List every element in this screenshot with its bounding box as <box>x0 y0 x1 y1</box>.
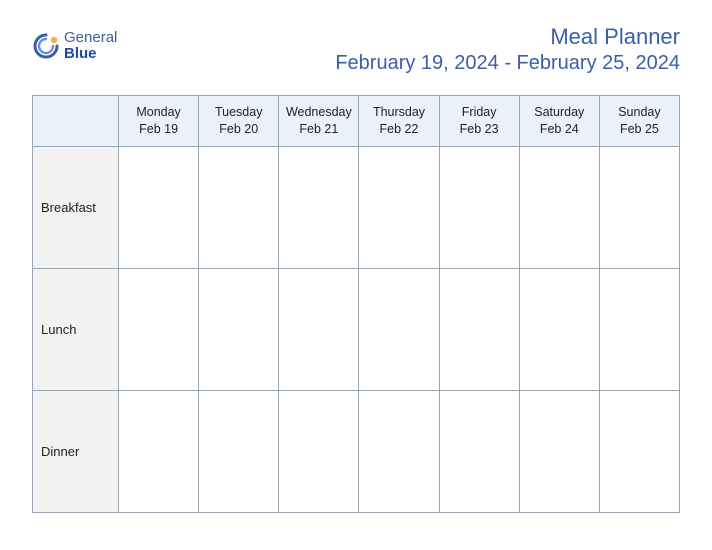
meal-label: Lunch <box>33 268 119 390</box>
day-name: Friday <box>442 104 517 121</box>
meal-cell[interactable] <box>439 390 519 512</box>
day-name: Sunday <box>602 104 677 121</box>
meal-label: Dinner <box>33 390 119 512</box>
title-block: Meal Planner February 19, 2024 - Februar… <box>335 24 680 75</box>
day-name: Tuesday <box>201 104 276 121</box>
corner-cell <box>33 96 119 147</box>
day-name: Thursday <box>361 104 436 121</box>
meal-cell[interactable] <box>599 146 679 268</box>
day-header: ThursdayFeb 22 <box>359 96 439 147</box>
meal-cell[interactable] <box>199 146 279 268</box>
meal-cell[interactable] <box>279 146 359 268</box>
logo-word-blue: Blue <box>64 45 97 62</box>
meal-cell[interactable] <box>359 268 439 390</box>
day-header: TuesdayFeb 20 <box>199 96 279 147</box>
meal-cell[interactable] <box>599 268 679 390</box>
meal-row: Breakfast <box>33 146 680 268</box>
meal-cell[interactable] <box>359 390 439 512</box>
day-header: SundayFeb 25 <box>599 96 679 147</box>
meal-cell[interactable] <box>279 390 359 512</box>
day-date: Feb 24 <box>522 121 597 138</box>
meal-cell[interactable] <box>599 390 679 512</box>
meal-row: Dinner <box>33 390 680 512</box>
table-body: BreakfastLunchDinner <box>33 146 680 512</box>
day-name: Saturday <box>522 104 597 121</box>
meal-cell[interactable] <box>439 268 519 390</box>
day-header: FridayFeb 23 <box>439 96 519 147</box>
logo: General Blue <box>32 24 117 62</box>
meal-planner-table: MondayFeb 19TuesdayFeb 20WednesdayFeb 21… <box>32 95 680 513</box>
meal-cell[interactable] <box>119 146 199 268</box>
day-date: Feb 23 <box>442 121 517 138</box>
header-row: MondayFeb 19TuesdayFeb 20WednesdayFeb 21… <box>33 96 680 147</box>
day-date: Feb 19 <box>121 121 196 138</box>
date-range: February 19, 2024 - February 25, 2024 <box>335 52 680 75</box>
meal-cell[interactable] <box>119 390 199 512</box>
logo-text: General Blue <box>62 30 117 62</box>
meal-row: Lunch <box>33 268 680 390</box>
meal-cell[interactable] <box>119 268 199 390</box>
logo-word-general: General <box>64 29 117 46</box>
header: General Blue Meal Planner February 19, 2… <box>32 24 680 75</box>
day-date: Feb 25 <box>602 121 677 138</box>
day-date: Feb 21 <box>281 121 356 138</box>
meal-cell[interactable] <box>279 268 359 390</box>
day-header: MondayFeb 19 <box>119 96 199 147</box>
meal-cell[interactable] <box>519 268 599 390</box>
meal-label: Breakfast <box>33 146 119 268</box>
day-name: Wednesday <box>281 104 356 121</box>
meal-cell[interactable] <box>359 146 439 268</box>
day-header: SaturdayFeb 24 <box>519 96 599 147</box>
day-header: WednesdayFeb 21 <box>279 96 359 147</box>
meal-cell[interactable] <box>199 268 279 390</box>
logo-swirl-icon <box>32 32 60 60</box>
meal-cell[interactable] <box>519 390 599 512</box>
day-date: Feb 20 <box>201 121 276 138</box>
meal-cell[interactable] <box>439 146 519 268</box>
day-date: Feb 22 <box>361 121 436 138</box>
day-name: Monday <box>121 104 196 121</box>
meal-cell[interactable] <box>199 390 279 512</box>
page-title: Meal Planner <box>335 24 680 50</box>
meal-cell[interactable] <box>519 146 599 268</box>
